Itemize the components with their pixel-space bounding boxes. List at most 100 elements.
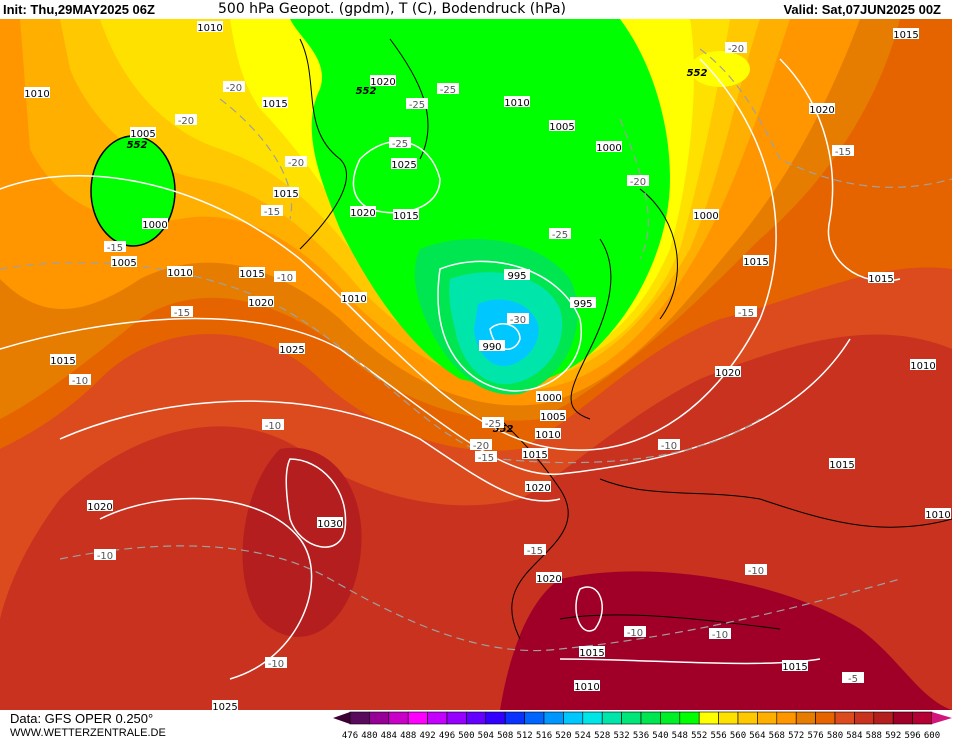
isobar-label: 1010 — [574, 682, 599, 693]
legend-swatch — [466, 711, 487, 725]
legend-swatch — [776, 711, 797, 725]
valid-time: Valid: Sat,07JUN2025 00Z — [783, 2, 941, 17]
temperature-label: -10 — [712, 630, 728, 641]
init-time: Init: Thu,29MAY2025 06Z — [3, 2, 155, 17]
isobar-label: 1010 — [910, 361, 935, 372]
isobar-label-bg — [809, 103, 835, 114]
legend-swatch — [795, 711, 816, 725]
legend-label: 584 — [846, 731, 862, 741]
isobar-label: 1010 — [167, 268, 192, 279]
legend-label: 484 — [381, 731, 397, 741]
legend-swatch — [757, 711, 778, 725]
isobar-label-bg — [130, 127, 156, 138]
isobar-label: 995 — [573, 299, 592, 310]
legend-swatch — [388, 711, 409, 725]
temperature-label-bg — [507, 313, 529, 324]
isobar-label-bg — [540, 410, 566, 421]
isobar-label: 1005 — [111, 258, 136, 269]
isobar-label: 1025 — [212, 702, 237, 710]
isobar-label: 1020 — [87, 502, 112, 513]
isobar-label: 1010 — [535, 430, 560, 441]
temperature-label-bg — [406, 98, 428, 109]
temperature-label: -10 — [268, 659, 284, 670]
legend-swatch — [582, 711, 603, 725]
isobar-label: 1020 — [715, 368, 740, 379]
temperature-label-bg — [69, 374, 91, 385]
legend-swatch — [815, 711, 836, 725]
legend-swatch — [504, 711, 525, 725]
isobar-label-bg — [782, 660, 808, 671]
temperature-lines — [0, 48, 952, 652]
temperature-label: -10 — [97, 551, 113, 562]
legend-swatch — [892, 711, 913, 725]
legend-label: 560 — [730, 731, 746, 741]
temperature-label-bg — [437, 83, 459, 94]
legend-swatch — [601, 711, 622, 725]
temperature-label: -25 — [409, 100, 425, 111]
geopotential-label: 552 — [493, 424, 514, 435]
temperature-label-bg — [104, 241, 126, 252]
isobar-label-bg — [925, 508, 951, 519]
temperature-label-bg — [709, 628, 731, 639]
temperature-label: -20 — [728, 44, 744, 55]
coastline-scandinavia — [570, 188, 678, 420]
isobar-label-bg — [279, 343, 305, 354]
legend-under-arrow — [333, 712, 350, 724]
isobar-label: 1015 — [239, 269, 264, 280]
legend-swatch — [349, 711, 370, 725]
isobar-label-bg — [24, 87, 50, 98]
temperature-label: -15 — [107, 243, 123, 254]
isobar-label: 1005 — [130, 129, 155, 140]
temperature-label-bg — [274, 271, 296, 282]
temperature-label: -20 — [226, 83, 242, 94]
temperature-label-bg — [389, 137, 411, 148]
temperature-label: -20 — [178, 116, 194, 127]
legend-label: 496 — [439, 731, 455, 741]
isobar-label-bg — [50, 354, 76, 365]
forecast-map: 1010 1010 1015 1020 1005 1000 1005 1010 1015 1020… — [0, 19, 952, 710]
legend-swatch — [737, 711, 758, 725]
isobar-label: 1020 — [536, 574, 561, 585]
geopotential-label: 552 — [687, 68, 708, 79]
temperature-label-bg — [175, 114, 197, 125]
legend-label: 552 — [691, 731, 707, 741]
legend-label: 500 — [458, 731, 474, 741]
temperature-label: -15 — [174, 308, 190, 319]
isobar-label-bg — [579, 646, 605, 657]
temperature-label: -25 — [485, 419, 501, 430]
field-588-africa — [500, 571, 952, 710]
legend-swatch — [698, 711, 719, 725]
isobar-label: 1010 — [925, 510, 950, 521]
isobar-label: 1030 — [317, 519, 342, 530]
isobar-label-bg — [868, 272, 894, 283]
legend-swatch — [912, 711, 933, 725]
isobar-label-bg — [350, 206, 376, 217]
legend-label: 600 — [924, 731, 940, 741]
isobar-label: 1000 — [142, 220, 167, 231]
legend-swatch — [563, 711, 584, 725]
geopotential-label: 552 — [127, 140, 148, 151]
temperature-label-bg — [482, 417, 504, 428]
isobar-label-bg — [479, 340, 505, 351]
isobar-label: 1015 — [273, 189, 298, 200]
temperature-label: -10 — [627, 628, 643, 639]
isobar-label: 1000 — [536, 393, 561, 404]
isobar-label: 1000 — [693, 211, 718, 222]
isobar-label-bg — [829, 458, 855, 469]
isobar-label: 995 — [507, 271, 526, 282]
temperature-label-bg — [171, 306, 193, 317]
isobar-label: 1015 — [868, 274, 893, 285]
temperature-label-bg — [832, 145, 854, 156]
temperature-label-bg — [94, 549, 116, 560]
legend-swatch — [407, 711, 428, 725]
isobar-label: 990 — [482, 342, 501, 353]
legend-label: 520 — [555, 731, 571, 741]
temperature-label-bg — [265, 657, 287, 668]
temperature-label-bg — [470, 439, 492, 450]
legend-label: 588 — [866, 731, 882, 741]
temperature-label-bg — [261, 205, 283, 216]
isobar-label-bg — [893, 28, 919, 39]
temperature-label-bg — [524, 544, 546, 555]
legend-label: 564 — [749, 731, 765, 741]
isobar-label-bg — [549, 120, 575, 131]
